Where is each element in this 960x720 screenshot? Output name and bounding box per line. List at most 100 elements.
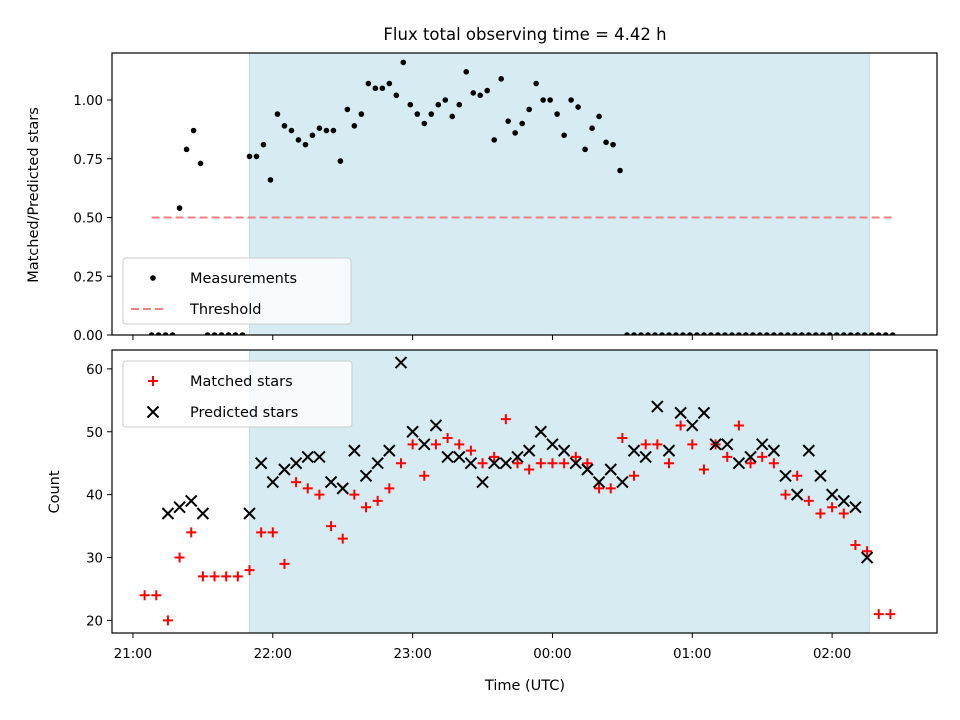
measurement-point bbox=[729, 332, 735, 335]
y-axis-label-top: Matched/Predicted stars bbox=[26, 107, 42, 283]
predicted-star-point bbox=[674, 406, 687, 420]
measurement-point bbox=[260, 141, 267, 148]
matched-star-point bbox=[687, 439, 698, 450]
predicted-star-point bbox=[639, 450, 652, 464]
predicted-star-point bbox=[429, 419, 443, 432]
measurement-point bbox=[358, 111, 365, 117]
measurement-point bbox=[337, 158, 344, 164]
measurement-point bbox=[477, 92, 484, 99]
measurement-point bbox=[351, 123, 358, 129]
measurement-point bbox=[533, 80, 539, 87]
legend-handle-measurements bbox=[150, 275, 156, 281]
measurement-point bbox=[414, 111, 421, 117]
y-tick-label: 0.00 bbox=[73, 329, 103, 344]
measurement-point bbox=[512, 130, 518, 136]
matched-star-point bbox=[244, 565, 255, 576]
predicted-star-point bbox=[441, 450, 454, 464]
measurement-point bbox=[449, 113, 456, 120]
measurement-point bbox=[708, 332, 714, 335]
matched-star-point bbox=[186, 527, 197, 538]
measurement-point bbox=[225, 332, 232, 335]
measurement-point bbox=[701, 332, 707, 335]
legend-label: Matched stars bbox=[190, 374, 293, 390]
measurement-point bbox=[764, 332, 770, 335]
predicted-star-point bbox=[756, 438, 769, 451]
predicted-star-point bbox=[196, 507, 210, 520]
matched-star-point bbox=[349, 489, 360, 500]
measurement-point bbox=[316, 125, 323, 131]
plot-area bbox=[148, 59, 896, 335]
measurement-point bbox=[386, 80, 393, 87]
measurement-point bbox=[840, 332, 847, 335]
legend-label: Threshold bbox=[189, 302, 261, 318]
predicted-star-point bbox=[557, 444, 571, 457]
matched-star-point bbox=[559, 458, 570, 469]
matched-star-point bbox=[745, 458, 756, 469]
predicted-star-point bbox=[662, 444, 676, 457]
measurement-point bbox=[757, 332, 763, 335]
measurement-point bbox=[267, 177, 274, 183]
y-axis-label-bottom: Count bbox=[47, 470, 63, 513]
predicted-star-point bbox=[301, 450, 314, 464]
matched-star-point bbox=[827, 502, 838, 513]
measurement-point bbox=[218, 332, 225, 335]
measurement-point bbox=[875, 332, 882, 335]
matched-star-point bbox=[384, 483, 395, 494]
measurement-point bbox=[561, 132, 567, 139]
measurement-point bbox=[155, 332, 162, 335]
predicted-star-point bbox=[825, 488, 839, 501]
matched-star-point bbox=[652, 439, 663, 450]
measurement-point bbox=[204, 332, 211, 335]
count-panel: 20 30 40 50 60 21:00 22:00 23:00 00:00 01:00 02:00… bbox=[86, 349, 938, 662]
y-tick-label: 1.00 bbox=[73, 94, 103, 109]
measurement-point bbox=[792, 332, 798, 335]
measurement-point bbox=[722, 332, 728, 335]
predicted-star-point bbox=[802, 444, 816, 457]
matched-star-point bbox=[535, 458, 546, 469]
matched-star-point bbox=[524, 464, 535, 475]
predicted-star-point bbox=[581, 463, 594, 476]
predicted-star-point bbox=[790, 488, 804, 501]
measurement-point bbox=[575, 104, 581, 110]
matched-star-point bbox=[873, 609, 884, 620]
measurement-point bbox=[833, 332, 840, 335]
y-tick-label: 60 bbox=[86, 363, 103, 378]
predicted-star-point bbox=[616, 475, 629, 489]
measurement-point bbox=[246, 153, 253, 160]
predicted-star-point bbox=[779, 469, 792, 482]
measurement-point bbox=[631, 332, 637, 335]
measurement-point bbox=[239, 332, 246, 335]
predicted-star-point bbox=[406, 425, 419, 438]
measurement-point bbox=[673, 332, 679, 335]
matched-star-point bbox=[570, 451, 581, 462]
predicted-star-point bbox=[476, 475, 489, 489]
predicted-star-point bbox=[849, 501, 862, 514]
measurement-point bbox=[295, 137, 302, 143]
matched-star-point bbox=[197, 571, 208, 582]
predicted-star-point bbox=[418, 438, 431, 451]
measurement-point bbox=[190, 127, 197, 134]
measurement-point bbox=[617, 167, 623, 174]
predicted-star-point bbox=[744, 450, 757, 464]
x-tick-label: 21:00 bbox=[114, 647, 152, 662]
measurement-point bbox=[435, 101, 442, 108]
measurement-point bbox=[162, 332, 169, 335]
legend-box bbox=[122, 257, 352, 325]
measurement-point bbox=[820, 332, 826, 335]
measurement-point bbox=[400, 59, 407, 66]
matched-star-point bbox=[698, 464, 709, 475]
predicted-star-point bbox=[732, 456, 746, 470]
matched-star-point bbox=[267, 527, 278, 538]
measurement-point bbox=[428, 111, 435, 117]
measurement-point bbox=[211, 332, 218, 335]
legend-box bbox=[122, 360, 353, 428]
predicted-star-point bbox=[651, 400, 664, 413]
predicted-star-point bbox=[278, 463, 291, 476]
measurement-point bbox=[750, 332, 756, 335]
matched-star-point bbox=[232, 571, 243, 582]
predicted-star-point bbox=[604, 463, 617, 476]
measurement-point bbox=[323, 127, 330, 134]
matched-star-point bbox=[675, 420, 686, 431]
measurement-point bbox=[596, 113, 602, 120]
matched-star-point bbox=[279, 558, 290, 569]
